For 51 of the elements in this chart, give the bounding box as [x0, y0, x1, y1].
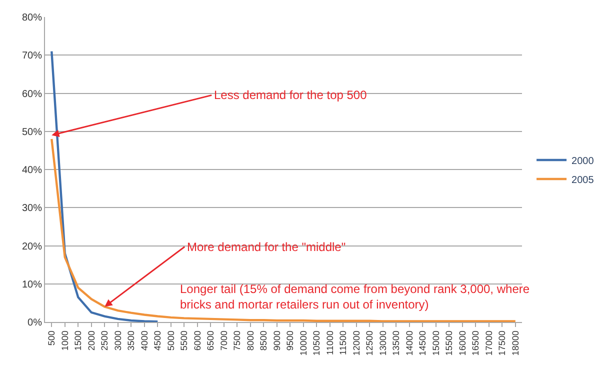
x-tick-label: 7500	[232, 330, 242, 351]
x-tick-label: 1000	[60, 330, 70, 351]
x-tick-label: 4000	[139, 330, 150, 351]
legend-label: 2005	[572, 174, 594, 186]
x-tick-label: 17500	[497, 330, 508, 356]
legend-label: 2000	[572, 156, 594, 167]
x-tick-label: 14500	[418, 330, 428, 356]
x-tick-label: 9500	[285, 330, 296, 351]
x-tick-label: 5000	[166, 330, 176, 351]
x-tick-label: 5500	[179, 330, 190, 351]
y-tick-label: 80%	[22, 12, 42, 24]
x-tick-label: 17000	[484, 330, 494, 356]
x-tick-label: 3500	[126, 330, 136, 351]
y-tick-label: 60%	[22, 88, 42, 100]
x-tick-label: 16000	[457, 330, 468, 356]
y-tick-label: 10%	[22, 279, 42, 290]
x-tick-label: 15000	[430, 330, 441, 356]
y-tick-label: 70%	[22, 50, 42, 62]
x-tick-label: 10500	[312, 330, 322, 356]
annotation: Longer tail (15% of demand come from beyond rank 3,000, where bricks and mortar retailers run out of inventory)	[180, 282, 530, 312]
x-tick-label: 2000	[86, 330, 96, 351]
x-tick-label: 3000	[112, 330, 123, 351]
y-tick-label: 20%	[22, 241, 42, 252]
x-tick-label: 1500	[73, 330, 84, 351]
x-tick-label: 8500	[258, 330, 269, 351]
x-tick-label: 4500	[152, 330, 163, 351]
x-tick-label: 8000	[245, 330, 256, 351]
x-tick-label: 13000	[378, 330, 388, 356]
annotation: Less demand for the top 500	[214, 88, 368, 102]
x-tick-label: 7000	[218, 330, 229, 351]
annotation: More demand for the "middle"	[187, 240, 346, 254]
x-tick-label: 13500	[391, 330, 402, 356]
y-tick-label: 30%	[22, 203, 42, 214]
x-tick-label: 500	[46, 330, 57, 346]
x-tick-label: 14000	[404, 330, 414, 356]
x-tick-label: 10000	[298, 330, 308, 356]
x-tick-label: 18000	[510, 330, 520, 356]
x-tick-label: 2500	[100, 330, 110, 351]
x-tick-label: 15500	[444, 330, 454, 356]
y-tick-label: 0%	[28, 318, 42, 328]
y-tick-label: 40%	[22, 165, 42, 176]
y-tick-label: 50%	[22, 126, 42, 138]
x-tick-label: 12000	[351, 330, 362, 356]
x-tick-label: 11000	[324, 330, 335, 355]
x-tick-label: 11500	[338, 330, 348, 355]
x-tick-label: 12500	[364, 330, 375, 356]
x-tick-label: 9000	[272, 330, 282, 351]
x-tick-label: 6500	[206, 330, 216, 351]
x-tick-label: 6000	[192, 330, 202, 351]
x-tick-label: 16500	[470, 330, 481, 356]
line-series	[50, 50, 159, 322]
